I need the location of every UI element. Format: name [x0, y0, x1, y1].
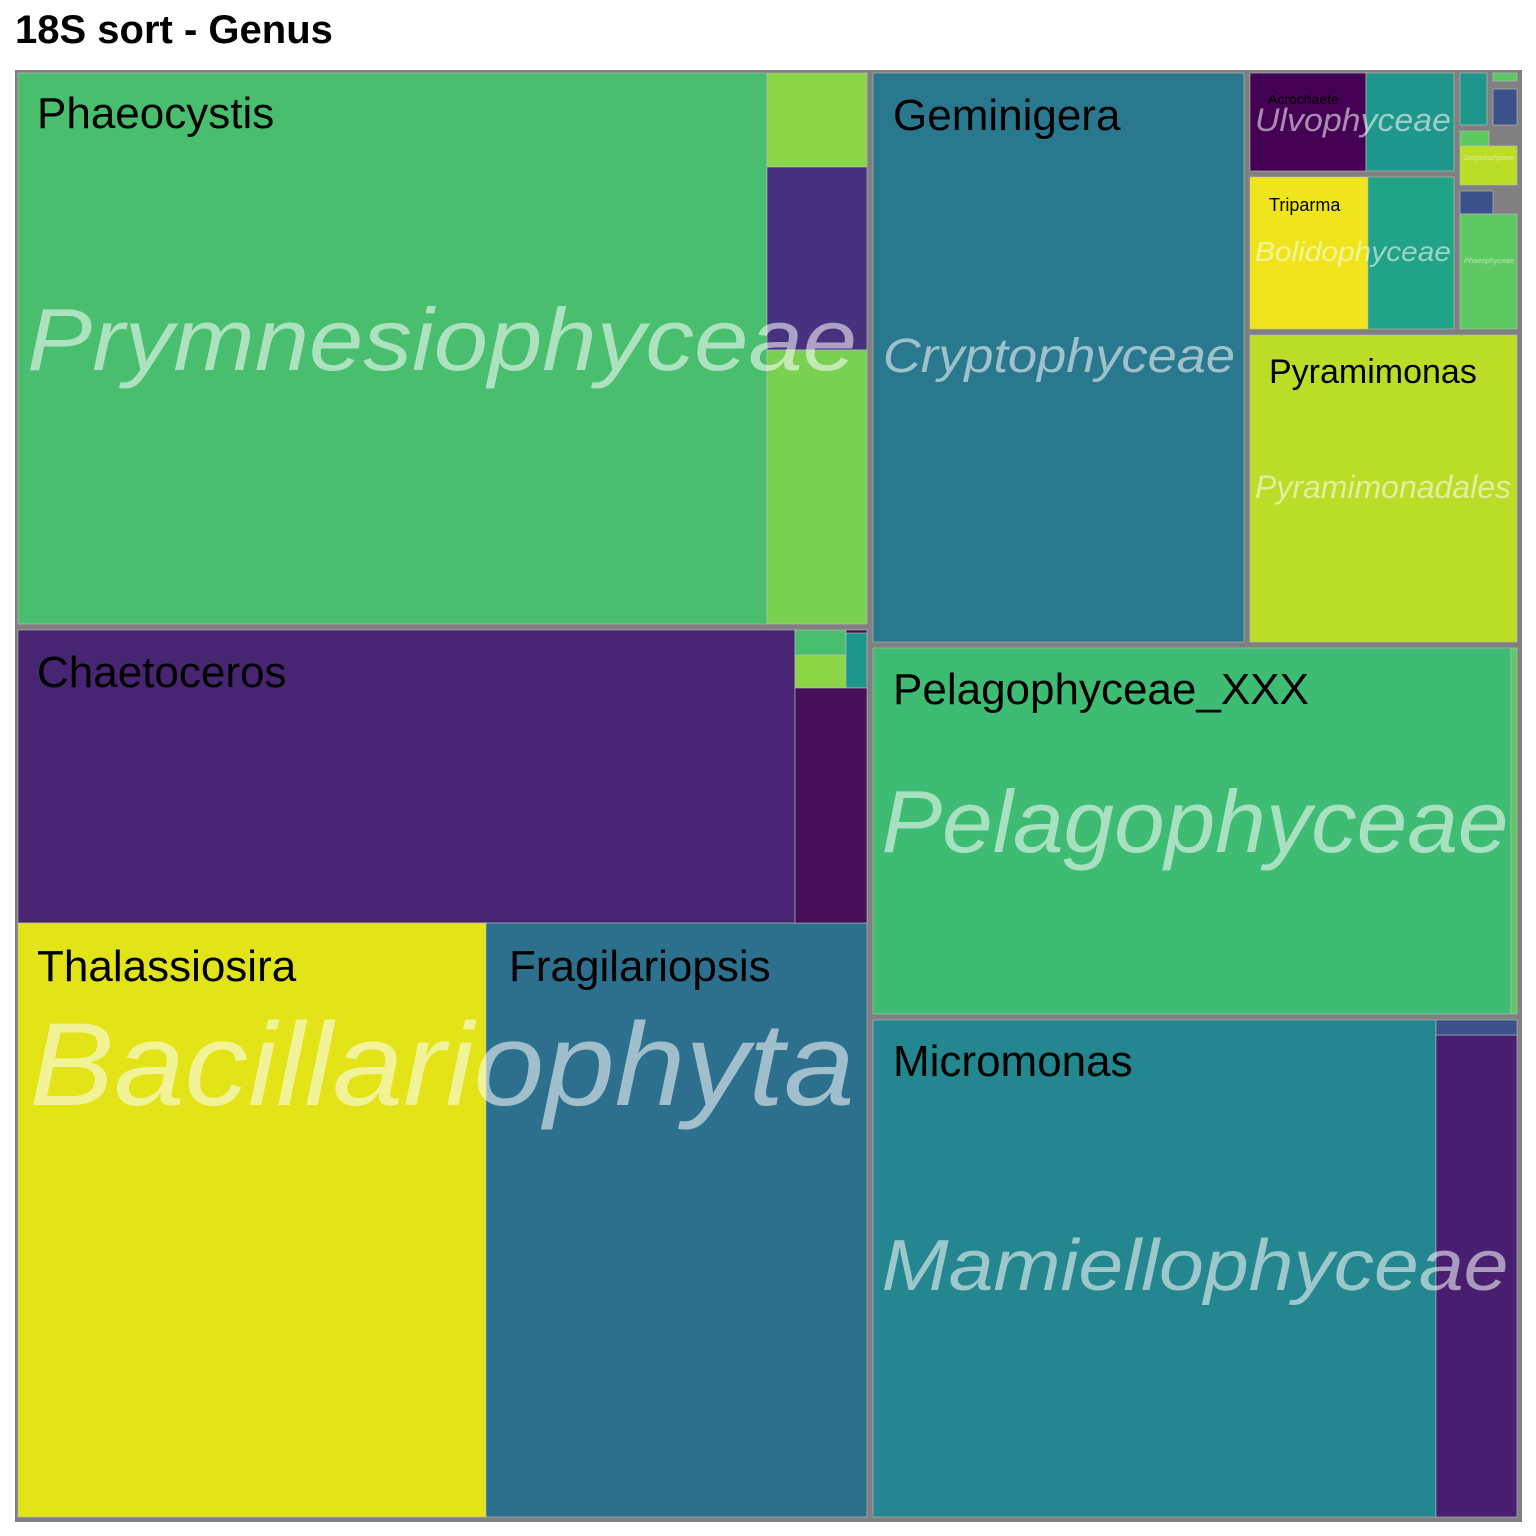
group-label-bacillariophyta: Bacillariophyta	[30, 999, 855, 1131]
treemap-cell-pelagophyceae-xxx[interactable]	[872, 647, 1512, 1015]
group-label-cryptophyceae: Cryptophyceae	[883, 330, 1235, 383]
treemap-cell-genus-1-3[interactable]	[794, 629, 847, 656]
treemap-cell-genus-1-6[interactable]	[845, 629, 868, 634]
genus-label-acrochaete: Acrochaete	[1268, 91, 1339, 107]
group-label-ulvophyceae: Ulvophyceae	[1255, 102, 1451, 138]
group-label-dictyochophyceae: Dictyochophyceae	[1464, 155, 1514, 162]
group-label-prymnesiophyceae: Prymnesiophyceae	[27, 290, 857, 389]
genus-label-micromonas: Micromonas	[893, 1037, 1133, 1086]
treemap-cell-micromonas[interactable]	[872, 1019, 1437, 1518]
treemap-cell-chaetoceros[interactable]	[17, 629, 796, 924]
treemap-cell-thalassiosira[interactable]	[17, 922, 487, 1518]
treemap-cell-genus-8-0[interactable]	[1459, 72, 1488, 126]
genus-label-fragilariopsis: Fragilariopsis	[509, 942, 771, 991]
treemap-cell-genus-10-0[interactable]	[1459, 130, 1490, 147]
genus-label-phaeocystis: Phaeocystis	[37, 89, 274, 138]
genus-label-geminigera: Geminigera	[893, 91, 1121, 140]
genus-label-pelagophyceae-xxx: Pelagophyceae_XXX	[893, 665, 1309, 714]
treemap-cell-genus-1-5[interactable]	[845, 629, 868, 689]
treemap-cell-genus-4-1[interactable]	[1435, 1034, 1518, 1518]
treemap-cell-genus-11-1[interactable]	[1459, 213, 1518, 330]
treemap-cell-genus-6-1[interactable]	[1367, 176, 1455, 330]
group-label-bolidophyceae: Bolidophyceae	[1255, 236, 1451, 267]
treemap-cell-genus-1-4[interactable]	[794, 654, 847, 689]
treemap-cell-genus-5-1[interactable]	[1365, 72, 1455, 172]
treemap-cell-genus-0-1[interactable]	[766, 72, 868, 168]
treemap-cell-acrochaete[interactable]	[1249, 72, 1367, 172]
treemap-cell-genus-3-1[interactable]	[1510, 647, 1518, 1015]
group-label-pyramimonadales: Pyramimonadales	[1255, 469, 1511, 505]
treemap-cell-genus-11-0[interactable]	[1459, 190, 1494, 215]
treemap-cell-phaeocystis[interactable]	[17, 72, 768, 625]
genus-label-thalassiosira: Thalassiosira	[37, 942, 297, 991]
genus-label-triparma: Triparma	[1269, 195, 1341, 215]
treemap-cell-genus-9-0[interactable]	[1492, 72, 1518, 82]
genus-label-pyramimonas: Pyramimonas	[1269, 353, 1477, 391]
group-label-pelagophyceae: Pelagophyceae	[882, 772, 1509, 871]
treemap-cell-triparma[interactable]	[1249, 176, 1369, 330]
group-label-mamiellophyceae: Mamiellophyceae	[882, 1226, 1509, 1306]
genus-label-chaetoceros: Chaetoceros	[37, 648, 286, 697]
group-label-phaeophyceae: Phaeophyceae	[1464, 258, 1514, 265]
chart-title: 18S sort - Genus	[15, 8, 333, 52]
treemap-cell-genus-1-7[interactable]	[794, 687, 868, 924]
treemap-cell-geminigera[interactable]	[872, 72, 1245, 643]
treemap-cell-genus-9-1[interactable]	[1492, 88, 1518, 126]
treemap-cell-fragilariopsis[interactable]	[485, 922, 868, 1518]
treemap-cell-genus-0-3[interactable]	[766, 349, 868, 625]
treemap-cell-pyramimonas[interactable]	[1249, 334, 1518, 643]
treemap-cell-genus-4-2[interactable]	[1435, 1019, 1518, 1036]
treemap-cell-genus-10-1[interactable]	[1459, 145, 1518, 186]
